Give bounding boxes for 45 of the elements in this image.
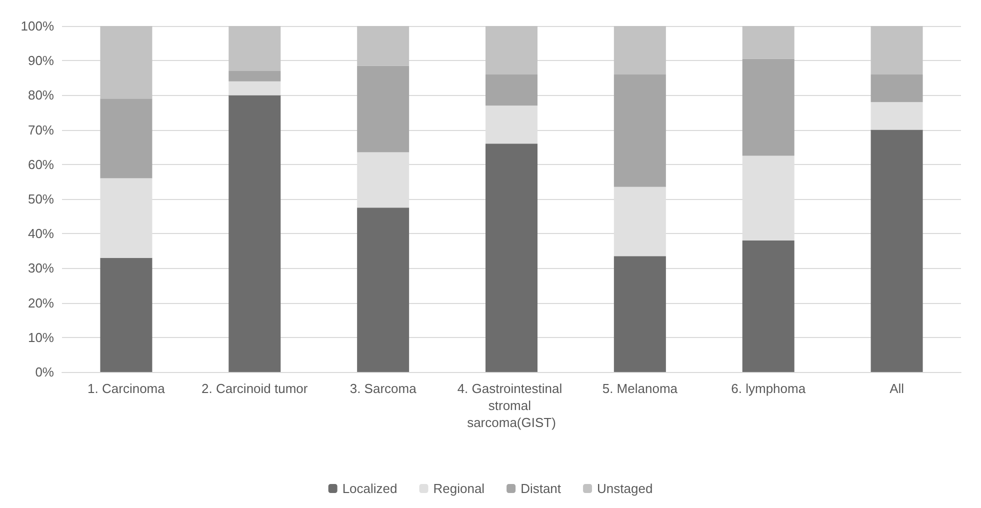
bar (357, 208, 410, 372)
bar (870, 130, 923, 372)
bar (742, 26, 794, 59)
bar (228, 70, 281, 82)
x-tick-label: 6. lymphoma (731, 381, 806, 396)
legend-label: Localized (342, 481, 398, 496)
x-tick-label: 4. Gastrointestinal stromal sarcoma(GIST) (457, 381, 566, 430)
legend-label: Unstaged (597, 481, 653, 496)
bar (870, 26, 923, 74)
bar (614, 74, 666, 187)
x-tick-label: 2. Carcinoid tumor (202, 381, 308, 396)
y-tick-label: 80% (28, 88, 54, 103)
bar (742, 58, 794, 156)
legend-label: Regional (433, 481, 485, 496)
bar (100, 26, 152, 99)
bar (486, 26, 538, 74)
bar (228, 95, 281, 372)
y-tick-label: 20% (28, 295, 54, 310)
x-tick-label: 1. Carcinoma (88, 381, 166, 396)
y-tick-label: 10% (28, 330, 54, 345)
bar (486, 144, 538, 372)
y-tick-label: 70% (28, 122, 54, 138)
bar (870, 102, 923, 130)
bar (742, 240, 794, 372)
y-tick-label: 40% (28, 226, 54, 242)
bar (228, 81, 281, 96)
y-tick-label: 90% (28, 53, 54, 68)
y-tick-label: 50% (28, 192, 54, 206)
bar (100, 258, 152, 372)
x-tick-label: 5. Melanoma (602, 381, 678, 396)
y-tick-label: 0% (35, 364, 54, 380)
y-tick-label: 100% (20, 18, 54, 34)
bar (357, 26, 410, 66)
x-tick-label: All (890, 381, 904, 396)
y-tick-label: 30% (28, 260, 54, 276)
bar (228, 26, 281, 71)
bar (486, 74, 538, 106)
bar (870, 74, 923, 102)
bar (614, 256, 666, 372)
legend-label: Distant (520, 481, 562, 496)
bar (357, 66, 410, 152)
y-tick-label: 60% (28, 156, 54, 172)
x-tick-label: 3. Sarcoma (350, 381, 418, 396)
bar (614, 26, 666, 74)
bar (100, 98, 152, 178)
